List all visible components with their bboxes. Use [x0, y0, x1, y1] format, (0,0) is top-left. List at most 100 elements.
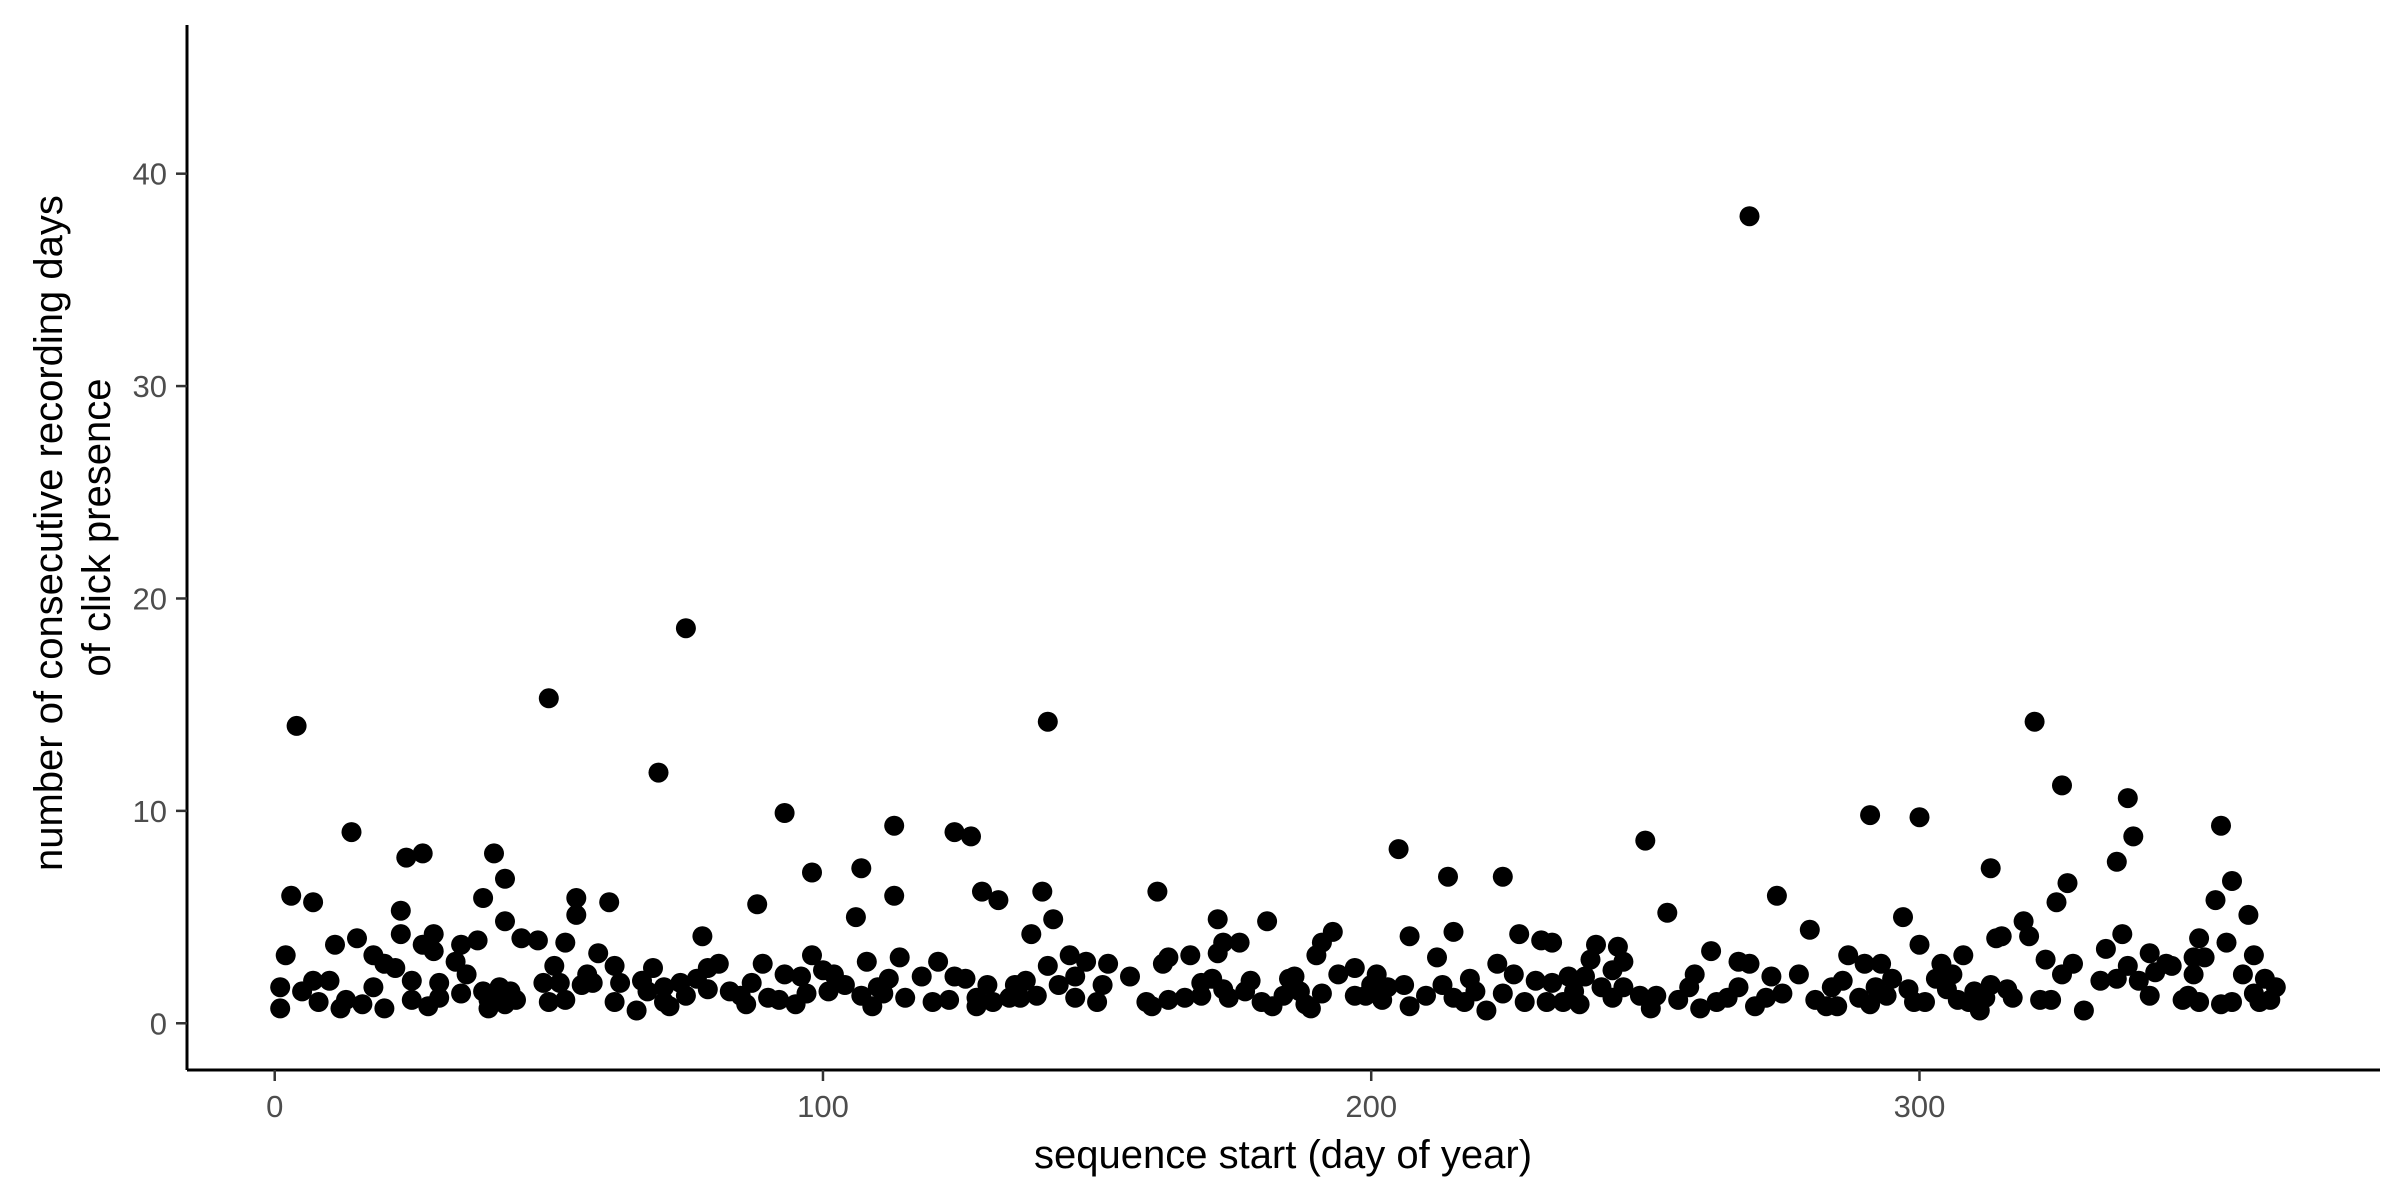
data-point [851, 858, 872, 879]
y-axis-ticks: 0 10 20 30 40 [133, 157, 187, 1041]
y-tick-label: 30 [133, 369, 167, 404]
data-point [955, 968, 976, 989]
data-point [429, 987, 450, 1008]
x-axis-ticks: 0 100 200 300 [266, 1070, 1945, 1124]
data-point [2189, 928, 2210, 949]
data-point [944, 822, 965, 843]
data-point [2243, 945, 2264, 966]
data-point [2002, 987, 2023, 1008]
data-point [1218, 987, 1239, 1008]
data-point [2238, 904, 2259, 925]
data-point [747, 894, 768, 915]
data-point [1788, 964, 1809, 985]
data-point [741, 972, 762, 993]
data-point [319, 970, 340, 991]
data-point [2216, 932, 2237, 953]
data-point [1536, 992, 1557, 1012]
data-point [1021, 924, 1042, 945]
data-point [2205, 890, 2226, 911]
data-point [390, 924, 411, 945]
x-tick-label: 100 [797, 1089, 849, 1124]
data-point [1613, 977, 1634, 998]
data-point [1542, 972, 1563, 993]
data-point [1980, 975, 2001, 995]
data-point [610, 972, 631, 993]
data-point [697, 979, 718, 1000]
data-point [1739, 206, 1760, 227]
data-point [1213, 932, 1234, 953]
data-point [363, 977, 384, 998]
data-point [1739, 953, 1760, 974]
data-point [2117, 788, 2138, 809]
data-point [1087, 992, 1108, 1012]
data-point [429, 972, 450, 993]
data-point [1980, 858, 2001, 879]
data-point [555, 989, 576, 1010]
data-point [2035, 949, 2056, 970]
data-point [1586, 934, 1606, 955]
data-point [1207, 909, 1228, 930]
data-point [1766, 885, 1787, 906]
data-point [1394, 975, 1415, 995]
data-point [1799, 919, 1820, 940]
data-point [769, 989, 790, 1010]
data-point [1942, 964, 1963, 985]
data-point [1416, 985, 1436, 1006]
data-point [1032, 881, 1053, 902]
data-point [884, 815, 905, 836]
data-point [396, 847, 417, 868]
data-point [303, 970, 324, 991]
x-tick-label: 200 [1345, 1089, 1397, 1124]
data-point [637, 981, 658, 1002]
data-point [1037, 711, 1058, 732]
data-point [982, 992, 1003, 1012]
data-point [347, 928, 367, 949]
data-point [1635, 830, 1656, 851]
data-point [1893, 907, 1913, 928]
data-point [423, 924, 444, 945]
data-point [1141, 996, 1162, 1017]
data-point [1487, 953, 1508, 974]
data-point [451, 934, 472, 955]
data-point [467, 930, 488, 951]
data-point [1438, 866, 1458, 887]
data-point [1465, 981, 1486, 1002]
data-point [2063, 953, 2083, 974]
data-point [1684, 964, 1705, 985]
data-point [538, 992, 559, 1012]
data-point [626, 1000, 647, 1021]
data-point [856, 951, 877, 972]
data-point [1876, 985, 1897, 1006]
data-point [1690, 998, 1711, 1019]
data-point [566, 888, 587, 908]
data-point [2106, 851, 2127, 872]
data-point [511, 928, 532, 949]
data-point [385, 958, 406, 978]
data-point [1772, 983, 1793, 1004]
data-point [1076, 951, 1097, 972]
data-point [796, 983, 817, 1004]
data-point [1048, 975, 1069, 995]
data-point [604, 955, 625, 976]
data-point [1860, 805, 1881, 826]
data-point [1065, 966, 1086, 987]
data-point [1761, 966, 1782, 987]
data-point [604, 992, 625, 1012]
data-point [2222, 871, 2242, 891]
data-point [1273, 985, 1294, 1006]
data-point [2139, 985, 2160, 1006]
data-point [506, 989, 526, 1010]
data-point [1043, 909, 1064, 930]
data-point [774, 803, 795, 823]
data-point [1180, 945, 1201, 966]
data-point [2183, 964, 2204, 985]
data-point [599, 892, 620, 913]
data-point [648, 762, 669, 783]
data-point [1909, 807, 1930, 828]
data-point [1838, 945, 1859, 966]
data-point [977, 975, 998, 995]
data-point [1229, 932, 1250, 953]
data-point [325, 934, 345, 955]
data-point [1174, 987, 1195, 1008]
data-point [451, 983, 472, 1004]
